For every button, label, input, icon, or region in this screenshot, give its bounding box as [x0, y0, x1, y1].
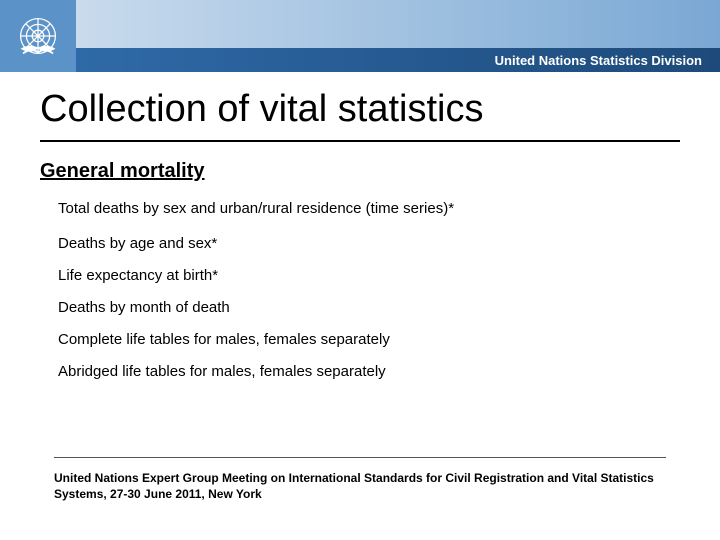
slide-subtitle: General mortality — [40, 160, 205, 183]
footer-text: United Nations Expert Group Meeting on I… — [54, 470, 666, 502]
list-item: Deaths by age and sex* — [58, 235, 680, 252]
slide-title: Collection of vital statistics — [40, 88, 484, 131]
header-band-right: United Nations Statistics Division — [76, 0, 720, 72]
title-underline — [40, 140, 680, 142]
un-logo-box — [0, 0, 76, 72]
list-item: Total deaths by sex and urban/rural resi… — [58, 200, 680, 217]
header-band-bottom: United Nations Statistics Division — [76, 48, 720, 72]
un-emblem-icon — [9, 7, 67, 65]
item-list: Total deaths by sex and urban/rural resi… — [58, 200, 680, 395]
list-item: Deaths by month of death — [58, 299, 680, 316]
header-band-top — [76, 0, 720, 48]
list-item: Abridged life tables for males, females … — [58, 363, 680, 380]
org-label: United Nations Statistics Division — [495, 53, 702, 68]
footer-rule — [54, 457, 666, 458]
list-item: Complete life tables for males, females … — [58, 331, 680, 348]
list-item: Life expectancy at birth* — [58, 267, 680, 284]
header-band: United Nations Statistics Division — [0, 0, 720, 72]
